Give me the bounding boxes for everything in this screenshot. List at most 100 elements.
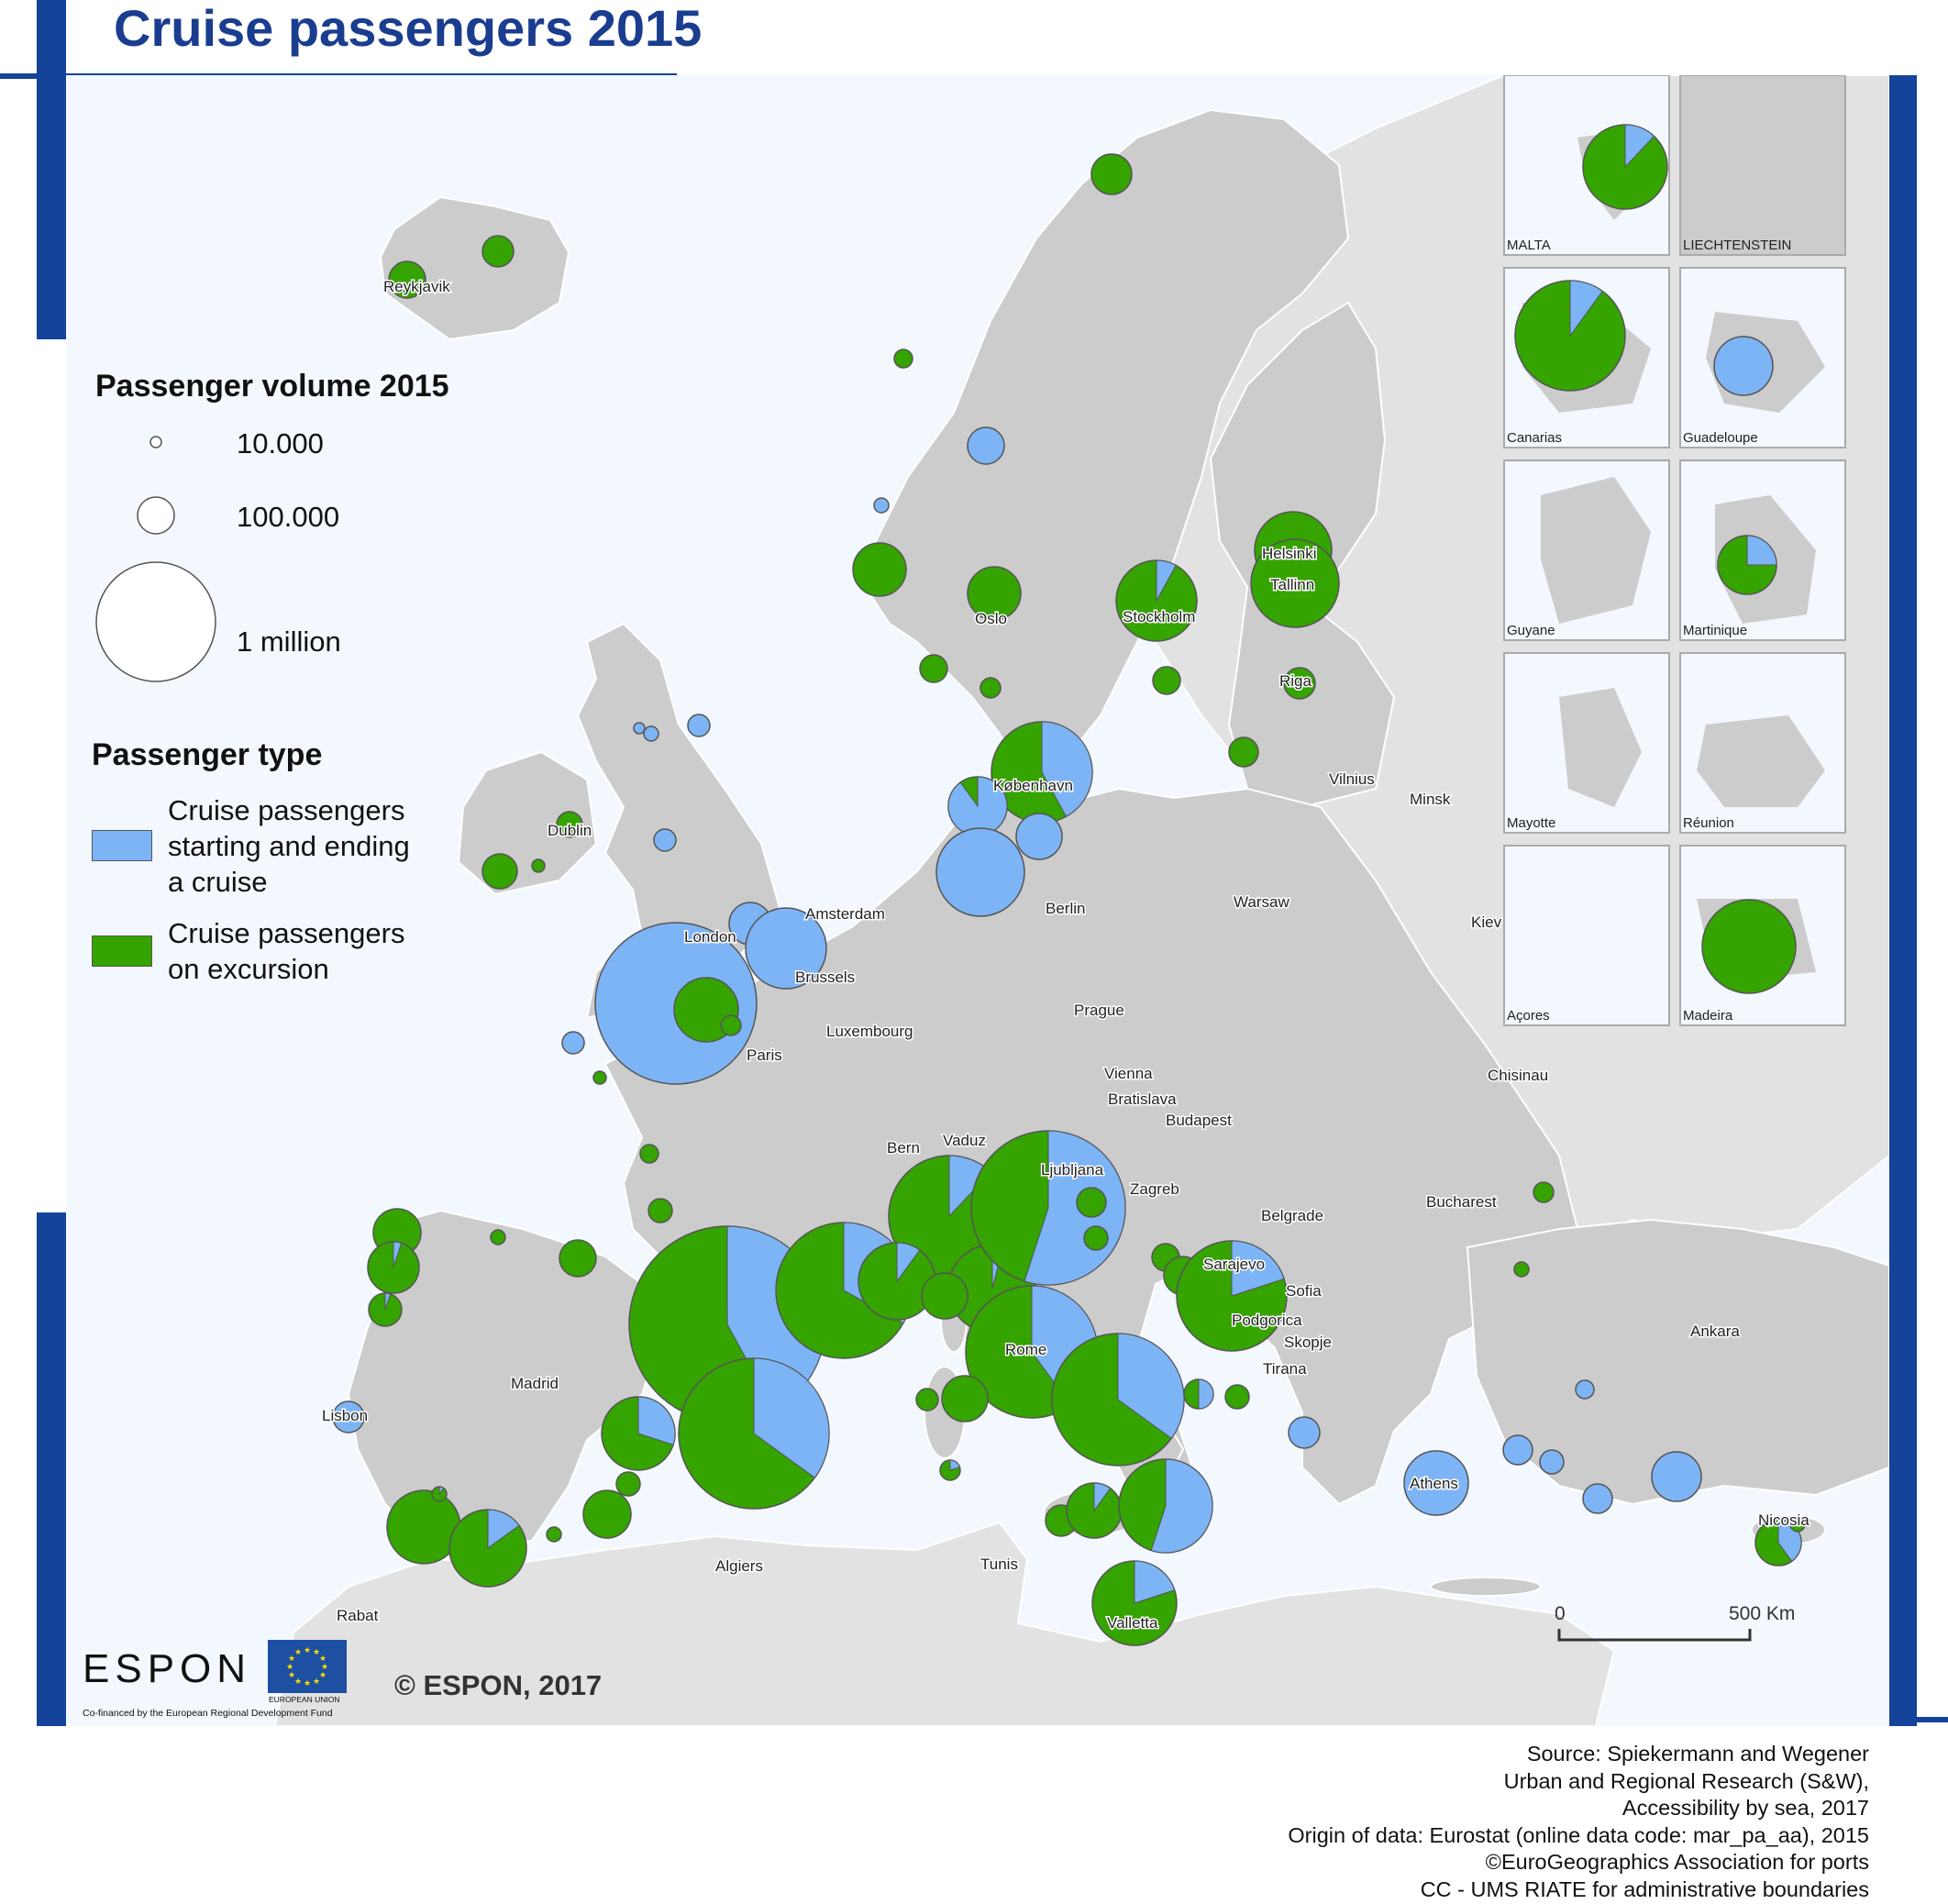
port-pie-symbol[interactable]: [991, 721, 1093, 824]
port-pie-symbol[interactable]: [561, 1031, 585, 1055]
port-pie-symbol[interactable]: [921, 1272, 968, 1320]
port-pie-symbol[interactable]: [1183, 1378, 1214, 1410]
port-pie-symbol[interactable]: [939, 1459, 961, 1481]
port-pie-symbol[interactable]: [852, 542, 907, 597]
inset-acores[interactable]: [1503, 845, 1670, 1026]
port-pie-symbol[interactable]: [582, 1489, 632, 1539]
port-pie-symbol[interactable]: [941, 1375, 989, 1422]
port-pie-symbol[interactable]: [893, 349, 913, 369]
legend-swatch-excursion: [92, 935, 152, 967]
port-pie-symbol[interactable]: [559, 1239, 597, 1278]
port-pie-symbol[interactable]: [592, 1070, 607, 1085]
city-label: Helsinki: [1262, 545, 1317, 562]
port-pie-symbol[interactable]: [1090, 153, 1133, 195]
port-pie-symbol[interactable]: [935, 827, 1025, 917]
port-pie-excursion-share: [639, 1144, 659, 1164]
port-pie-symbol[interactable]: [1250, 538, 1340, 628]
port-pie-symbol[interactable]: [919, 654, 948, 683]
port-pie-symbol[interactable]: [546, 1526, 562, 1543]
port-pie-symbol[interactable]: [332, 1400, 365, 1434]
port-pie-symbol[interactable]: [1176, 1240, 1288, 1352]
port-pie-symbol[interactable]: [1713, 336, 1774, 396]
port-pie-symbol[interactable]: [643, 725, 659, 742]
copyright: © ESPON, 2017: [394, 1669, 603, 1701]
port-pie-symbol[interactable]: [1403, 1450, 1469, 1516]
port-pie-symbol[interactable]: [720, 1014, 742, 1036]
port-pie-starting-share: [384, 1292, 392, 1311]
land-crete: [1430, 1577, 1542, 1597]
port-pie-symbol[interactable]: [1651, 1451, 1702, 1502]
port-pie-symbol[interactable]: [1539, 1449, 1565, 1475]
port-pie-symbol[interactable]: [745, 907, 827, 990]
port-pie-symbol[interactable]: [1076, 1187, 1107, 1218]
port-pie-symbol[interactable]: [653, 828, 677, 852]
port-pie-symbol[interactable]: [858, 1242, 936, 1321]
port-pie-symbol[interactable]: [678, 1357, 830, 1510]
city-label: Vienna: [1104, 1065, 1153, 1082]
port-pie-excursion-share: [941, 1375, 989, 1422]
port-pie-symbol[interactable]: [448, 1509, 527, 1588]
inset-liechtenstein[interactable]: [1679, 75, 1846, 256]
port-pie-symbol[interactable]: [1754, 1519, 1802, 1566]
port-pie-symbol[interactable]: [967, 426, 1005, 465]
port-pie-symbol[interactable]: [1118, 1458, 1213, 1554]
city-label: Vilnius: [1329, 770, 1375, 788]
port-pie-symbol[interactable]: [1051, 1333, 1185, 1467]
port-pie-symbol[interactable]: [615, 1471, 641, 1497]
port-pie-symbol[interactable]: [481, 235, 515, 268]
port-pie-symbol[interactable]: [601, 1396, 676, 1471]
port-pie-symbol[interactable]: [1015, 813, 1063, 860]
port-pie-excursion-share: [967, 566, 1022, 621]
port-pie-symbol[interactable]: [481, 853, 518, 890]
port-pie-symbol[interactable]: [1288, 1416, 1321, 1449]
city-label: Rabat: [337, 1607, 379, 1624]
port-pie-excursion-share: [1250, 538, 1340, 628]
port-pie-symbol[interactable]: [1701, 899, 1797, 994]
port-pie-symbol[interactable]: [1582, 124, 1668, 210]
port-pie-symbol[interactable]: [873, 497, 890, 514]
port-pie-symbol[interactable]: [980, 677, 1002, 699]
port-pie-symbol[interactable]: [1789, 1516, 1806, 1533]
port-pie-symbol[interactable]: [687, 714, 711, 737]
port-pie-symbol[interactable]: [1224, 1384, 1250, 1410]
port-pie-symbol[interactable]: [1582, 1483, 1613, 1514]
port-pie-symbol[interactable]: [388, 260, 426, 299]
port-pie-symbol[interactable]: [368, 1292, 403, 1327]
port-pie-symbol[interactable]: [556, 811, 583, 838]
port-pie-excursion-share: [582, 1489, 632, 1539]
port-pie-symbol[interactable]: [1083, 1225, 1109, 1251]
port-pie-symbol[interactable]: [1575, 1379, 1595, 1400]
port-pie-symbol[interactable]: [1717, 535, 1777, 595]
port-pie-symbol[interactable]: [1533, 1181, 1555, 1203]
port-pie-symbol[interactable]: [639, 1144, 659, 1164]
source-line: ©EuroGeographics Association for ports: [1485, 1850, 1869, 1874]
city-label: Zagreb: [1130, 1180, 1179, 1198]
svg-text:★: ★: [319, 1655, 327, 1664]
port-pie-symbol[interactable]: [1091, 1560, 1178, 1646]
frame-bar-left-lower: [37, 1212, 66, 1726]
port-pie-symbol[interactable]: [1152, 666, 1181, 695]
eu-label: EUROPEAN UNION: [269, 1695, 340, 1704]
port-pie-symbol[interactable]: [947, 776, 1008, 836]
port-pie-symbol[interactable]: [1513, 1261, 1530, 1278]
port-pie-starting-share: [1569, 280, 1603, 338]
port-pie-symbol[interactable]: [647, 1198, 673, 1223]
europe-map[interactable]: MALTA LIECHTENSTEIN Canarias Guadeloupe …: [66, 75, 1889, 1726]
port-pie-symbol[interactable]: [1228, 736, 1259, 768]
port-pie-symbol[interactable]: [490, 1229, 506, 1245]
city-label: Ankara: [1690, 1323, 1740, 1340]
port-pie-symbol[interactable]: [1283, 667, 1316, 700]
port-pie-symbol[interactable]: [531, 858, 546, 873]
port-pie-excursion-share: [332, 1400, 365, 1434]
port-pie-symbol[interactable]: [1514, 280, 1626, 392]
port-pie-symbol[interactable]: [967, 566, 1022, 621]
port-pie-symbol[interactable]: [1502, 1434, 1533, 1466]
port-pie-symbol[interactable]: [1115, 559, 1198, 642]
port-pie-symbol[interactable]: [431, 1486, 448, 1502]
port-pie-excursion-share: [643, 725, 659, 742]
svg-text:★: ★: [294, 1648, 302, 1657]
port-pie-symbol[interactable]: [633, 722, 646, 735]
port-pie-symbol[interactable]: [915, 1388, 939, 1411]
port-pie-symbol[interactable]: [1066, 1482, 1123, 1539]
port-pie-symbol[interactable]: [367, 1241, 420, 1294]
